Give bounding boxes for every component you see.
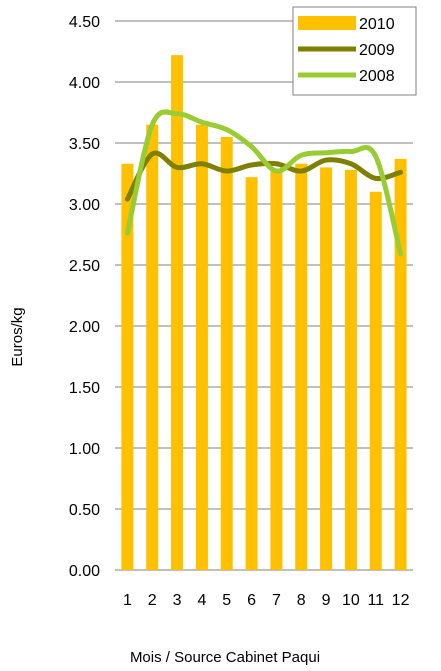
y-tick-label: 2.50 bbox=[69, 258, 100, 275]
legend-label: 2009 bbox=[359, 42, 395, 59]
bar bbox=[121, 163, 134, 571]
x-tick-label: 9 bbox=[322, 592, 331, 609]
x-tick-label: 11 bbox=[367, 592, 384, 609]
bar-series bbox=[121, 55, 407, 571]
y-tick-label: 4.50 bbox=[69, 14, 100, 31]
x-tick-label: 1 bbox=[123, 592, 132, 609]
bar bbox=[369, 191, 382, 571]
legend-swatch bbox=[298, 16, 356, 30]
bar bbox=[394, 158, 407, 571]
y-tick-label: 2.00 bbox=[69, 319, 100, 336]
y-tick-label: 3.00 bbox=[69, 197, 100, 214]
y-tick-label: 0.50 bbox=[69, 502, 100, 519]
x-tick-label: 12 bbox=[392, 592, 410, 609]
bar bbox=[220, 136, 233, 570]
bar bbox=[245, 177, 258, 570]
bar bbox=[270, 168, 283, 570]
line-series bbox=[124, 109, 404, 257]
gridlines bbox=[115, 20, 413, 571]
x-tick-label: 3 bbox=[173, 592, 182, 609]
x-tick-label: 5 bbox=[222, 592, 231, 609]
series-line-2008 bbox=[124, 109, 404, 257]
x-axis-title: Mois / Source Cabinet Paqui bbox=[130, 649, 320, 666]
legend-label: 2010 bbox=[359, 16, 395, 33]
y-tick-label: 1.50 bbox=[69, 380, 100, 397]
bar bbox=[344, 169, 357, 570]
y-tick-labels: 0.00 0.50 1.00 1.50 2.00 2.50 3.00 3.50 4.00 4.50 bbox=[69, 14, 100, 580]
bar bbox=[195, 124, 208, 570]
x-tick-label: 2 bbox=[148, 592, 157, 609]
y-tick-label: 4.00 bbox=[69, 75, 100, 92]
x-tick-label: 4 bbox=[197, 592, 206, 609]
bar bbox=[295, 163, 308, 571]
y-axis-title: Euros/kg bbox=[9, 307, 26, 366]
x-tick-label: 10 bbox=[342, 592, 360, 609]
bar bbox=[146, 124, 159, 570]
y-tick-label: 3.50 bbox=[69, 136, 100, 153]
bar bbox=[171, 55, 184, 571]
x-tick-label: 8 bbox=[297, 592, 306, 609]
x-tick-label: 7 bbox=[272, 592, 281, 609]
y-tick-label: 0.00 bbox=[69, 563, 100, 580]
y-tick-label: 1.00 bbox=[69, 441, 100, 458]
x-tick-label: 6 bbox=[247, 592, 256, 609]
legend-label: 2008 bbox=[359, 68, 395, 85]
legend: 2010 2009 2008 bbox=[292, 6, 417, 96]
bar bbox=[320, 167, 333, 570]
x-tick-labels: 1 2 3 4 5 6 7 8 9 10 11 12 bbox=[123, 592, 410, 609]
